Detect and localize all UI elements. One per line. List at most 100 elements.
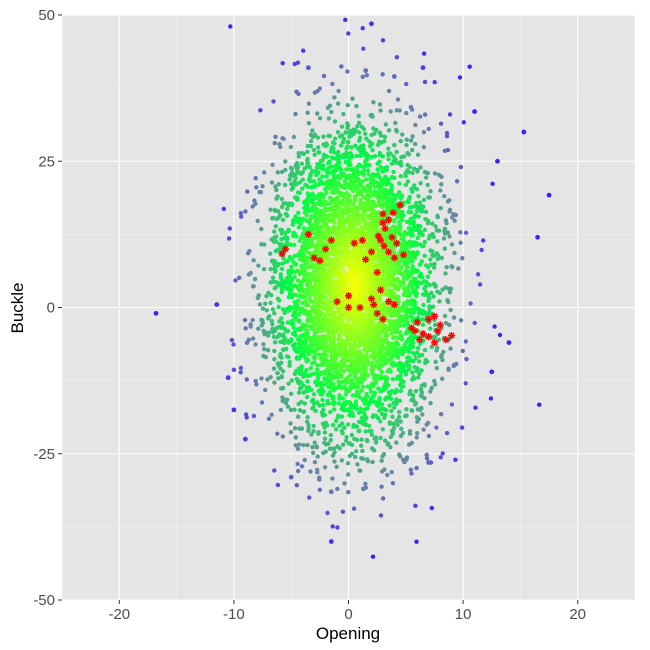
data-point [361, 268, 366, 273]
data-point [310, 307, 315, 312]
data-point [490, 181, 495, 186]
data-point [452, 218, 457, 223]
data-point [323, 295, 328, 301]
data-point [284, 239, 290, 245]
data-point [317, 177, 322, 182]
data-point [339, 414, 345, 419]
data-point [295, 164, 301, 170]
data-point [304, 385, 310, 390]
data-point [414, 465, 419, 471]
data-point [409, 186, 414, 192]
data-point [388, 151, 393, 156]
data-point [306, 422, 311, 428]
data-point [404, 413, 409, 418]
data-point [257, 302, 263, 307]
data-point [256, 293, 261, 298]
data-point [453, 457, 458, 462]
data-point [411, 374, 416, 380]
data-point [231, 367, 237, 372]
data-point [276, 304, 281, 310]
data-point [374, 180, 379, 185]
data-point [377, 324, 382, 329]
data-point [410, 370, 415, 375]
data-point [307, 495, 312, 500]
data-point [364, 222, 369, 227]
data-point [398, 138, 403, 144]
data-point [464, 356, 469, 362]
data-point [389, 244, 394, 249]
data-point [315, 367, 320, 372]
data-point [314, 363, 320, 368]
data-point [372, 154, 378, 159]
data-point [395, 422, 400, 427]
data-point [273, 264, 278, 270]
data-point [436, 228, 442, 233]
data-point [328, 149, 334, 154]
data-point [346, 422, 351, 427]
data-point [237, 275, 242, 280]
data-point [335, 486, 340, 492]
data-point [358, 153, 363, 158]
data-point [259, 376, 264, 381]
data-point [379, 140, 384, 145]
data-point [340, 213, 345, 218]
data-point [366, 226, 371, 232]
data-point [289, 264, 294, 270]
data-point [305, 373, 310, 379]
data-point [376, 306, 381, 311]
data-point [280, 434, 285, 439]
data-point [339, 360, 344, 366]
data-point [406, 367, 412, 372]
data-point [359, 388, 364, 393]
data-point [459, 425, 465, 430]
data-point [344, 150, 349, 155]
data-point [423, 358, 428, 363]
data-point [303, 200, 308, 205]
data-point [287, 363, 292, 368]
data-point [426, 433, 432, 439]
data-point [397, 190, 402, 195]
data-point [244, 340, 250, 345]
data-point [335, 160, 341, 166]
data-point [428, 262, 433, 267]
data-point [330, 205, 335, 210]
data-point [304, 343, 309, 349]
data-point [342, 481, 347, 486]
data-point [435, 289, 440, 294]
data-point [285, 397, 290, 402]
data-point [332, 345, 338, 350]
data-point [301, 48, 306, 53]
data-point [305, 260, 310, 265]
data-point [397, 219, 402, 225]
data-point [334, 385, 340, 391]
data-point [306, 101, 312, 106]
data-point [273, 268, 278, 274]
data-point [481, 238, 486, 243]
data-point [326, 166, 331, 171]
data-point [313, 292, 318, 297]
data-point [351, 422, 357, 428]
data-point [367, 428, 372, 434]
data-point [428, 326, 433, 331]
data-point [333, 163, 338, 169]
data-point [341, 136, 347, 142]
data-point [286, 227, 291, 232]
data-point [414, 539, 419, 544]
data-point [370, 224, 375, 229]
data-point [434, 251, 440, 256]
data-point [362, 377, 367, 382]
data-point [356, 120, 362, 126]
data-point [300, 249, 305, 254]
data-point [296, 210, 301, 215]
data-point [346, 399, 352, 405]
data-point [280, 333, 285, 338]
data-point [274, 196, 279, 201]
data-point [363, 422, 368, 428]
data-point [325, 105, 331, 111]
data-point [316, 192, 322, 197]
data-point [302, 166, 307, 171]
data-point [430, 249, 435, 254]
data-point [351, 245, 357, 251]
data-point [408, 334, 414, 340]
